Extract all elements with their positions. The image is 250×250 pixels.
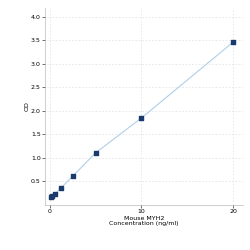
Point	[140, 116, 143, 120]
Point	[50, 194, 54, 198]
Point	[70, 174, 74, 178]
X-axis label: Mouse MYH2
Concentration (ng/ml): Mouse MYH2 Concentration (ng/ml)	[109, 216, 178, 226]
Point	[231, 40, 235, 44]
Point	[49, 195, 53, 199]
Point	[59, 186, 63, 190]
Point	[94, 151, 98, 155]
Y-axis label: OD: OD	[24, 101, 29, 111]
Point	[53, 192, 57, 196]
